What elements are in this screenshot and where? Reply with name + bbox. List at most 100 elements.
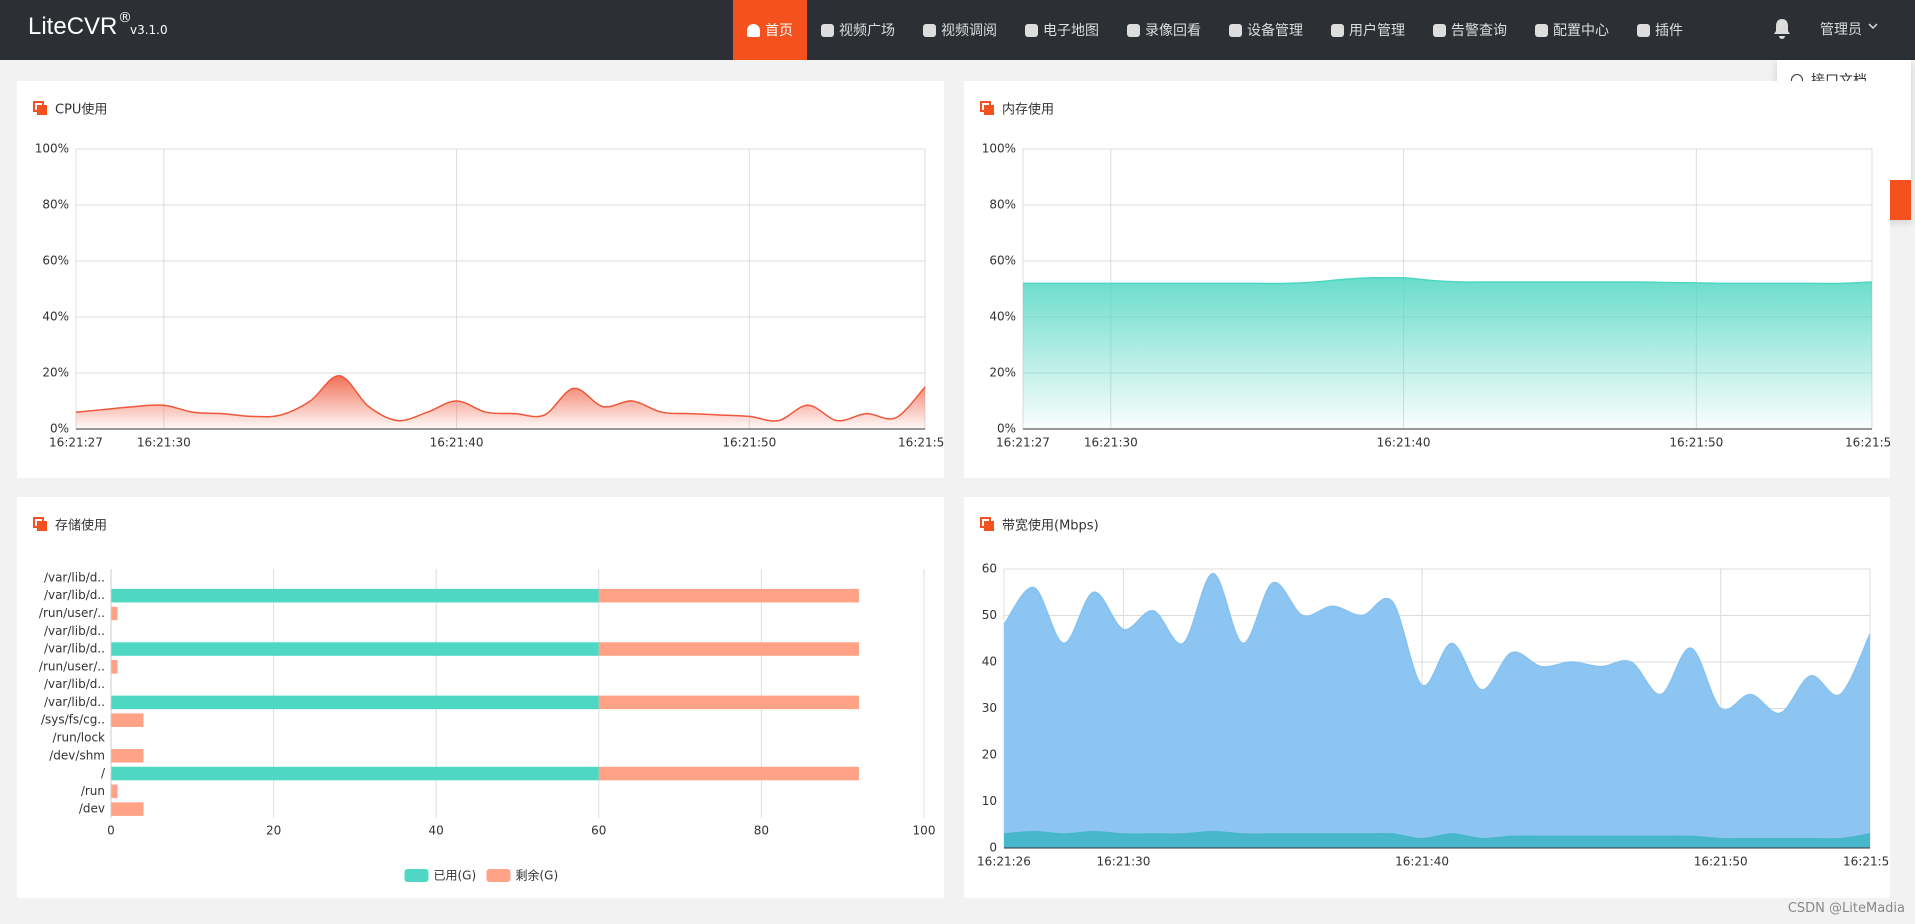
bar xyxy=(111,695,599,710)
nav-label: 设备管理 xyxy=(1247,23,1303,39)
bar xyxy=(111,588,599,603)
bar xyxy=(111,784,118,799)
bar xyxy=(111,642,599,656)
nav-item[interactable]: 用户管理 xyxy=(1317,0,1419,60)
bell-icon[interactable] xyxy=(1772,18,1792,40)
nav-item[interactable]: 电子地图 xyxy=(1011,0,1113,60)
title-icon xyxy=(984,521,994,531)
y-tick-label: 30 xyxy=(982,701,997,715)
x-tick-label: 16:21:30 xyxy=(1084,436,1138,450)
nav-item[interactable]: 配置中心 xyxy=(1521,0,1623,60)
x-tick-label: 16:21:27 xyxy=(996,436,1050,450)
y-tick-label: 100% xyxy=(982,142,1016,156)
y-tick-label: 0 xyxy=(989,841,997,855)
nav-item[interactable]: 录像回看 xyxy=(1113,0,1215,60)
legend-label: 剩余(G) xyxy=(516,868,559,883)
nav-item[interactable]: 视频调阅 xyxy=(909,0,1011,60)
nav-icon xyxy=(1229,23,1242,37)
line xyxy=(75,375,926,422)
bar xyxy=(598,695,859,710)
nav-label: 告警查询 xyxy=(1451,23,1507,39)
legend-label: 已用(G) xyxy=(434,869,477,883)
bar xyxy=(111,606,118,621)
chart: 内存使用 0% 20% 40% 60% 80% 100% 16:21:27 16:21:30 16… xyxy=(980,101,1890,450)
x-tick-label: 80 xyxy=(754,824,769,838)
nav-label: 用户管理 xyxy=(1349,23,1405,39)
nav-item[interactable]: 设备管理 xyxy=(1215,0,1317,60)
bar xyxy=(111,713,144,727)
nav-item[interactable]: 视频广场 xyxy=(807,0,909,60)
line xyxy=(1003,830,1871,840)
nav-label: 插件 xyxy=(1655,23,1683,39)
y-tick-label: 100% xyxy=(35,142,69,156)
nav-icon xyxy=(1535,23,1548,37)
storage-panel: 存储使用 0 20 40 60 80 100/var/lib/d.. /var/lib/d..… xyxy=(17,497,944,898)
user-menu[interactable]: 管理员 xyxy=(1820,22,1862,38)
x-tick-label: 16:21:56 xyxy=(1845,436,1890,450)
logo[interactable]: LiteCVR xyxy=(28,13,118,40)
y-tick-label: /var/lib/d.. xyxy=(44,642,105,656)
title-icon xyxy=(37,521,47,531)
y-tick-label: 40% xyxy=(989,310,1016,324)
version: v3.1.0 xyxy=(130,23,168,37)
x-tick-label: 16:21:40 xyxy=(1377,436,1431,450)
nav-icon xyxy=(1127,23,1140,37)
y-tick-label: /dev/shm xyxy=(49,748,105,762)
x-tick-label: 16:21:40 xyxy=(430,436,484,450)
title-icon xyxy=(37,105,47,115)
x-tick-label: 40 xyxy=(429,824,444,838)
y-tick-label: /run/user/.. xyxy=(39,606,105,620)
nav-label: 配置中心 xyxy=(1553,23,1609,39)
x-tick-label: 100 xyxy=(913,824,936,838)
area-fill xyxy=(1004,831,1870,848)
y-tick-label: /var/lib/d.. xyxy=(44,677,105,691)
chart-title: CPU使用 xyxy=(55,102,107,118)
y-tick-label: 60% xyxy=(989,254,1016,268)
nav-item[interactable]: 告警查询 xyxy=(1419,0,1521,60)
title-icon xyxy=(984,105,994,115)
bandwidth-panel: 带宽使用(Mbps) 0 10 20 30 40 50 60 16:21:26 16:21:30 1… xyxy=(964,497,1890,898)
y-tick-label: /dev xyxy=(79,802,105,816)
nav-item[interactable]: 插件 xyxy=(1623,0,1697,60)
x-tick-label: 16:21:50 xyxy=(1669,436,1723,450)
bar xyxy=(111,748,144,763)
y-tick-label: /run/user/.. xyxy=(39,659,105,673)
chevron xyxy=(1868,23,1878,30)
nav-icon xyxy=(923,23,936,37)
y-tick-label: 20 xyxy=(982,748,997,762)
y-tick-label: 40% xyxy=(42,310,69,324)
area-fill xyxy=(1004,573,1870,848)
x-tick-label: 16:21:56 xyxy=(898,436,944,450)
x-tick-label: 0 xyxy=(107,824,115,838)
nav-icon xyxy=(1433,23,1446,37)
x-tick-label: 16:21:27 xyxy=(49,436,103,450)
x-tick-label: 60 xyxy=(591,824,606,838)
y-tick-label: /run xyxy=(81,784,105,798)
nav-item[interactable]: 首页 xyxy=(733,0,807,60)
bar xyxy=(598,642,859,656)
line xyxy=(1003,572,1871,715)
y-tick-label: 10 xyxy=(982,794,997,808)
bar xyxy=(598,766,859,781)
chart-title: 内存使用 xyxy=(1002,102,1054,118)
nav-icon xyxy=(1331,23,1344,37)
x-tick-label: 20 xyxy=(266,824,281,838)
y-tick-label: 80% xyxy=(989,198,1016,212)
y-tick-label: /run/lock xyxy=(53,730,106,744)
y-tick-label: /var/lib/d.. xyxy=(44,570,105,584)
nav-icon xyxy=(1025,23,1038,37)
legend-swatch xyxy=(486,869,511,882)
y-tick-label: 20% xyxy=(42,366,69,380)
y-tick-label: /sys/fs/cg.. xyxy=(41,713,105,727)
x-tick-label: 16:21:30 xyxy=(1096,855,1150,869)
x-tick-label: 16:21:40 xyxy=(1395,855,1449,869)
y-tick-label: /var/lib/d.. xyxy=(44,588,105,602)
nav: 首页 视频广场 视频调阅 电子地图 录像回看 设备管理 用户管理 告警查询 配置中心 插件 xyxy=(733,0,1697,60)
y-tick-label: 40 xyxy=(982,655,997,669)
cpu-panel: CPU使用 0% 20% 40% 60% 80% 100% 16:21:27 16:21:30 1… xyxy=(17,81,944,478)
nav-label: 视频广场 xyxy=(839,23,895,39)
watermark: CSDN @LiteMadia xyxy=(1787,901,1905,916)
area-fill xyxy=(76,375,925,429)
y-tick-label: 80% xyxy=(42,198,69,212)
